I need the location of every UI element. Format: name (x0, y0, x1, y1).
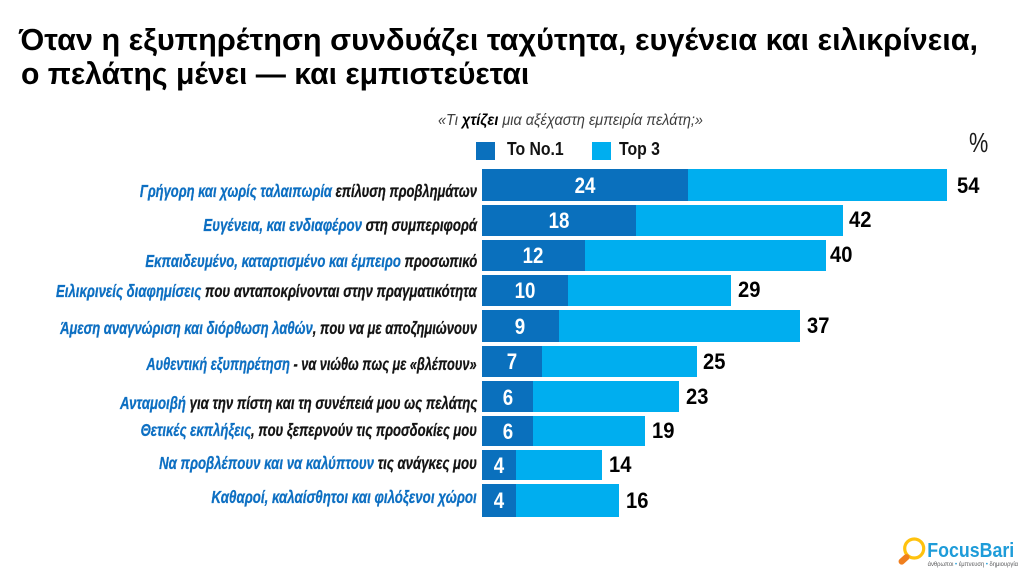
svg-text:FocusBari: FocusBari (927, 540, 1014, 562)
svg-text:άνθρωποι • έμπνευση • δημιουργ: άνθρωποι • έμπνευση • δημιουργία (928, 561, 1019, 568)
